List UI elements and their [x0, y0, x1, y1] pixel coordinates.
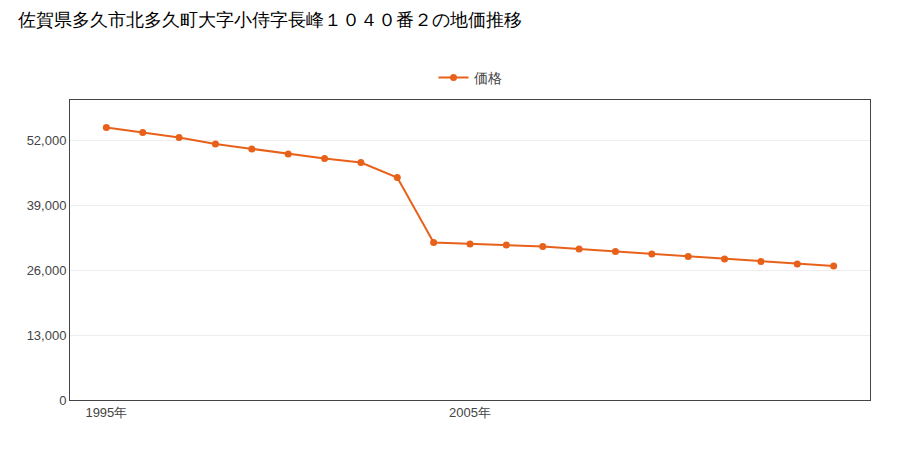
svg-text:13,000: 13,000	[27, 328, 67, 343]
svg-text:2005年: 2005年	[449, 405, 491, 420]
svg-text:52,000: 52,000	[27, 133, 67, 148]
svg-text:39,000: 39,000	[27, 198, 67, 213]
svg-text:価格: 価格	[474, 70, 502, 86]
svg-text:26,000: 26,000	[27, 263, 67, 278]
svg-text:佐賀県多久市北多久町大字小侍字長峰１０４０番２の地価推移: 佐賀県多久市北多久町大字小侍字長峰１０４０番２の地価推移	[18, 10, 522, 30]
svg-text:0: 0	[59, 393, 66, 408]
svg-text:1995年: 1995年	[85, 405, 127, 420]
